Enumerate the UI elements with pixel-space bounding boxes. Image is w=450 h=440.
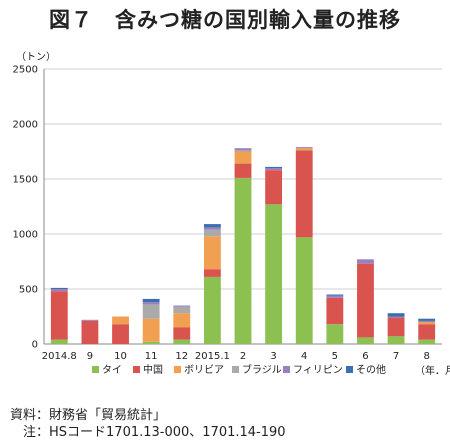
bar-segment (418, 320, 436, 322)
y-tick-label: 0 (32, 340, 38, 351)
bar-segment (418, 318, 436, 321)
bar-segment (234, 163, 252, 178)
bar-segment (234, 148, 252, 151)
x-tick-label: 2015.1 (195, 351, 230, 362)
legend-label: ボリビア (184, 364, 224, 376)
x-tick-label: 4 (301, 351, 307, 362)
bar-segment (387, 317, 405, 337)
bar-segment (142, 298, 160, 303)
bar-segment (173, 305, 191, 307)
bar-segment (265, 168, 283, 171)
y-tick-label: 1500 (13, 175, 38, 186)
chart-title: 図７ 含みつ糖の国別輸入量の推移 (49, 8, 401, 32)
bar-segment (418, 322, 436, 325)
source-note: 資料：財務省「貿易統計」 (10, 408, 167, 423)
x-tick-label: 3 (270, 351, 276, 362)
bar-segment (142, 318, 160, 342)
legend-label: タイ (102, 364, 122, 376)
bar-segment (173, 306, 191, 314)
bar-segment (203, 276, 221, 344)
bar-segment (326, 297, 344, 325)
chart-canvas: （トン） 0 500 1000 1500 2000 2500 2014.8 9 10 11 12 201… (13, 51, 450, 377)
bar-segment (326, 324, 344, 344)
bar-segment (357, 259, 374, 264)
x-tick-label: 2014.8 (42, 351, 77, 362)
bar-segment (50, 291, 68, 340)
bar-segment (326, 295, 344, 298)
bar-segment (203, 224, 221, 228)
bar-segment (81, 319, 99, 321)
x-tick-label: 11 (145, 351, 158, 362)
x-tick-label: 5 (332, 351, 338, 362)
bar-segment (203, 269, 221, 277)
legend-swatch (346, 366, 353, 373)
bar-segment (142, 302, 160, 305)
bar-segment (265, 170, 283, 205)
bar-segment (173, 327, 191, 340)
bar-segment (203, 236, 221, 270)
bar-segment (81, 320, 99, 344)
legend-swatch (174, 366, 181, 373)
bar-segment (357, 337, 374, 344)
bar-segment (234, 177, 252, 344)
x-tick-label: 9 (87, 351, 93, 362)
bar-segment (295, 237, 313, 344)
bar-segment (173, 339, 191, 344)
bar-segment (50, 339, 68, 344)
bar-segment (387, 316, 405, 318)
legend-swatch (232, 366, 239, 373)
x-axis-label: （年．月） (415, 364, 450, 377)
y-tick-label: 1000 (13, 230, 38, 241)
bar-segment (387, 313, 405, 317)
y-unit-label: （トン） (16, 51, 56, 63)
y-tick-label: 2500 (13, 65, 38, 76)
legend-label: ブラジル (242, 363, 282, 376)
bar-segment (265, 204, 283, 344)
bar-segment (387, 336, 405, 344)
bar-segment (112, 316, 129, 325)
bar-segment (295, 150, 313, 238)
bar-segment (295, 147, 313, 149)
legend-label: その他 (356, 363, 386, 376)
bar-segment (50, 289, 68, 292)
bar-segment (112, 324, 129, 344)
legend-swatch (133, 366, 140, 373)
y-tick-label: 2000 (13, 120, 38, 131)
bar-segment (142, 304, 160, 319)
bar-segment (357, 263, 374, 338)
footnote: 注：HSコード1701.13-000、1701.14-190 (10, 425, 286, 440)
bar-segment (418, 339, 436, 344)
legend-swatch (92, 366, 99, 373)
x-tick-label: 8 (424, 351, 430, 362)
bar-segment (234, 151, 252, 164)
x-tick-label: 10 (114, 351, 127, 362)
bar-segment (203, 227, 221, 230)
y-tick-label: 500 (19, 285, 38, 296)
bar-segment (234, 150, 252, 152)
legend-label: フィリピン (293, 364, 343, 376)
bar-segment (326, 294, 344, 296)
x-tick-label: 2 (240, 351, 246, 362)
legend-label: 中国 (143, 363, 163, 376)
bar-segment (173, 313, 191, 328)
x-tick-label: 12 (175, 351, 188, 362)
bar-segment (265, 166, 283, 168)
bar-segment (142, 341, 160, 344)
bar-segment (295, 148, 313, 151)
bar-segment (203, 229, 221, 237)
legend-swatch (283, 366, 290, 373)
bar-segment (418, 324, 436, 340)
x-tick-label: 6 (362, 351, 368, 362)
x-tick-label: 7 (393, 351, 399, 362)
bar-segment (50, 287, 68, 289)
